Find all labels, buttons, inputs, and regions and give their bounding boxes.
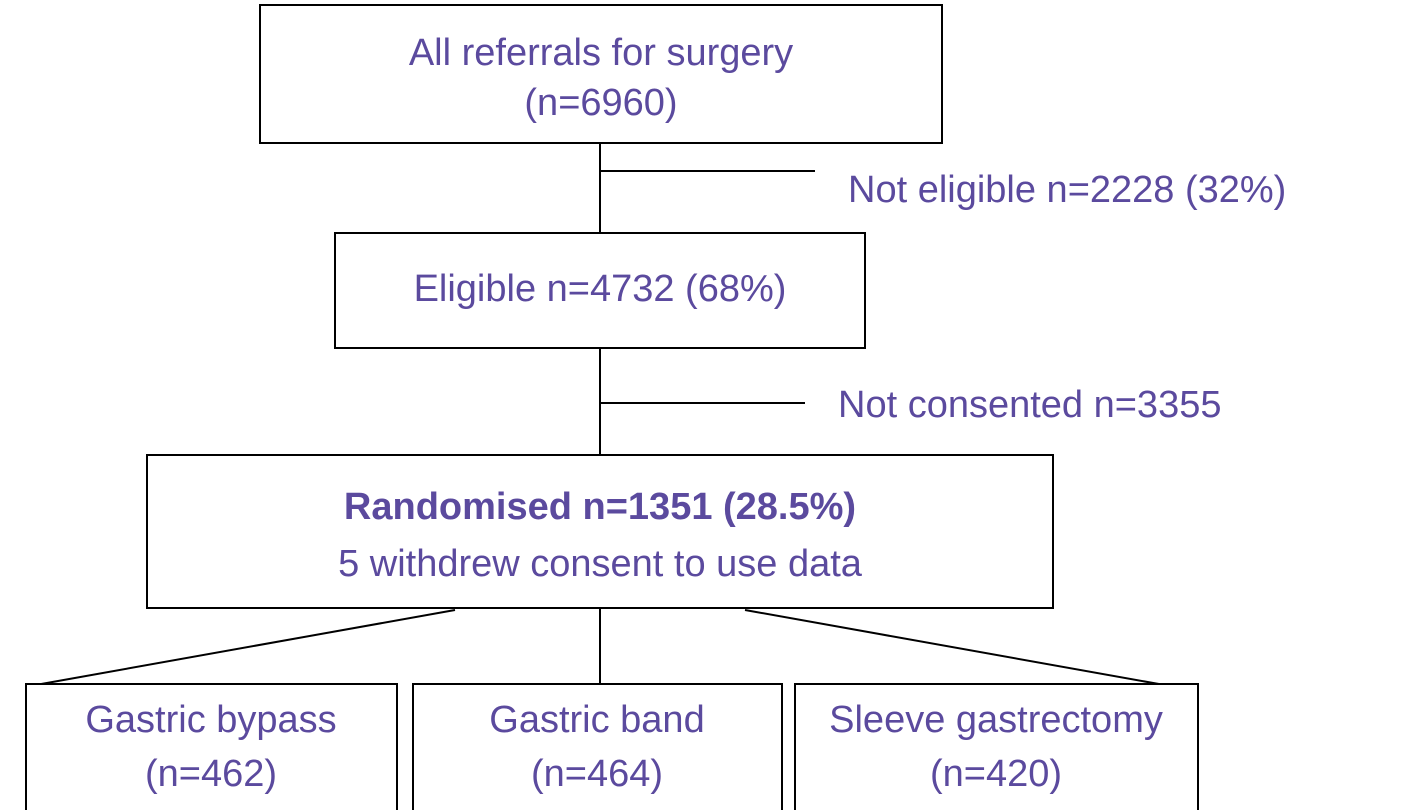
node-text: (n=464) bbox=[531, 753, 663, 795]
node-text: (n=420) bbox=[930, 753, 1062, 795]
node-box bbox=[259, 4, 943, 144]
node-text: All referrals for surgery bbox=[409, 32, 793, 74]
node-text: Gastric band bbox=[489, 699, 704, 741]
exclusion-text: Not consented n=3355 bbox=[838, 384, 1221, 426]
node-text: Eligible n=4732 (68%) bbox=[414, 268, 787, 310]
exclusion-text: Not eligible n=2228 (32%) bbox=[848, 169, 1286, 211]
node-text: Randomised n=1351 (28.5%) bbox=[344, 486, 856, 528]
node-text: (n=462) bbox=[145, 753, 277, 795]
connector bbox=[29, 609, 456, 687]
node-text: 5 withdrew consent to use data bbox=[338, 543, 863, 585]
node-text: Gastric bypass bbox=[85, 699, 336, 741]
node-box bbox=[146, 454, 1054, 609]
node-box bbox=[794, 683, 1199, 810]
node-text: (n=6960) bbox=[524, 82, 677, 124]
node-box bbox=[334, 232, 866, 349]
node-box bbox=[412, 683, 783, 810]
node-text: Sleeve gastrectomy bbox=[829, 699, 1163, 741]
node-box bbox=[25, 683, 398, 810]
connector bbox=[744, 609, 1171, 687]
